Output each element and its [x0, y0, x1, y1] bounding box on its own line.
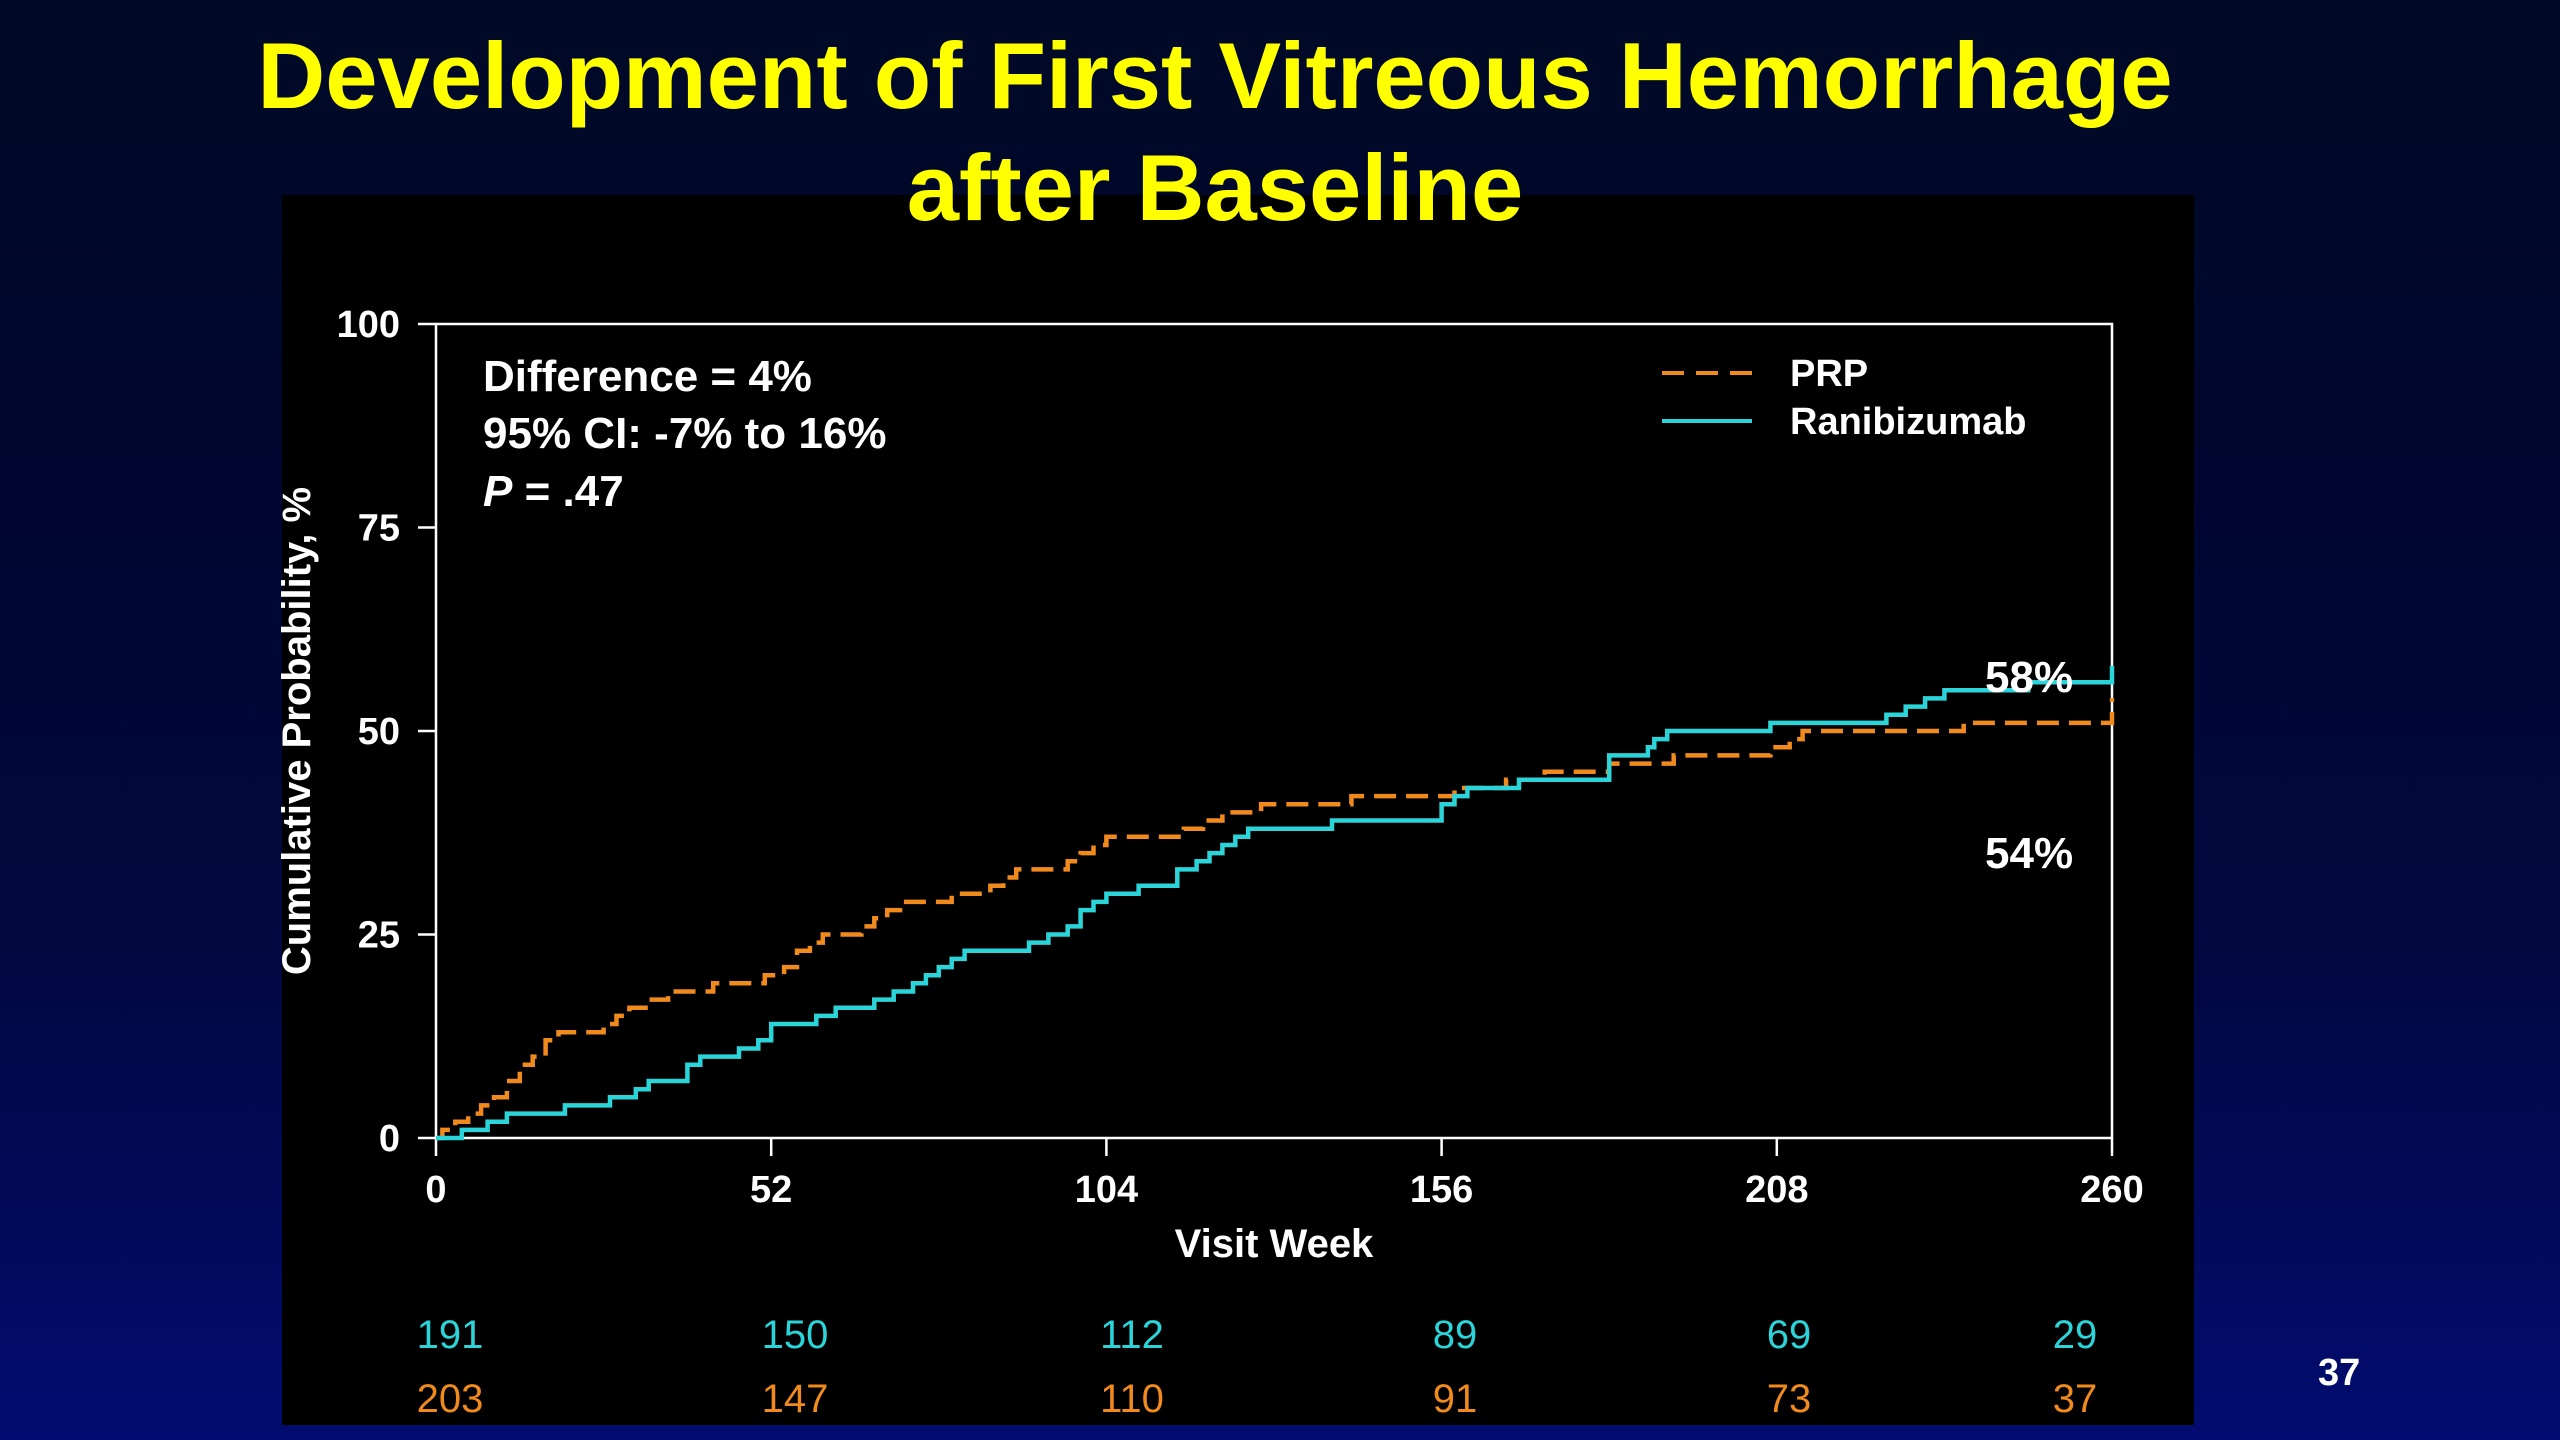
- x-tick-label-156: 156: [1410, 1169, 1473, 1211]
- at-risk-ranibizumab-208: 69: [1767, 1313, 1812, 1357]
- legend-label-ranibizumab: Ranibizumab: [1790, 401, 2026, 443]
- at-risk-prp-52: 147: [762, 1377, 829, 1421]
- legend: PRP Ranibizumab: [1662, 353, 2026, 443]
- y-axis-label: Cumulative Probability, %: [275, 487, 319, 975]
- at-risk-ranibizumab-52: 150: [762, 1313, 829, 1357]
- stat-p-label: P: [483, 467, 513, 516]
- x-tick-label-52: 52: [750, 1169, 792, 1211]
- at-risk-ranibizumab-104: 112: [1100, 1313, 1164, 1357]
- y-tick-label-50: 50: [358, 711, 400, 753]
- slide-title: Development of First Vitreous Hemorrhage…: [0, 20, 2430, 244]
- at-risk-table: 191 150 112 89 69 29 203 147 110 91 73 37: [417, 1313, 2098, 1421]
- legend-label-prp: PRP: [1790, 353, 1868, 395]
- slide-number: 37: [2318, 1352, 2361, 1394]
- at-risk-prp-156: 91: [1433, 1377, 1478, 1421]
- x-tick-label-104: 104: [1075, 1169, 1138, 1211]
- slide-title-line-2: after Baseline: [906, 135, 1524, 240]
- series-line-ranibizumab: [436, 665, 2115, 1141]
- x-tick-label-0: 0: [425, 1169, 446, 1211]
- stat-difference: Difference = 4%: [483, 352, 812, 401]
- at-risk-prp-104: 110: [1100, 1377, 1164, 1421]
- y-tick-label-25: 25: [358, 915, 400, 957]
- at-risk-prp-0: 203: [417, 1377, 484, 1421]
- series-lines: [436, 665, 2115, 1141]
- y-axis-ticks: 0 25 50 75 100: [337, 304, 436, 1160]
- prp-end-label: 54%: [1985, 829, 2073, 878]
- at-risk-prp-260: 37: [2053, 1377, 2098, 1421]
- x-tick-label-208: 208: [1745, 1169, 1808, 1211]
- stat-ci: 95% CI: -7% to 16%: [483, 409, 886, 458]
- chart-panel: [282, 195, 2194, 1425]
- x-axis-ticks: 0 52 104 156 208 260: [425, 1138, 2144, 1211]
- y-tick-label-100: 100: [337, 304, 400, 346]
- stat-p-number: = .47: [512, 467, 623, 516]
- at-risk-ranibizumab-260: 29: [2053, 1313, 2098, 1357]
- at-risk-prp-208: 73: [1767, 1377, 1812, 1421]
- x-axis-label: Visit Week: [1175, 1222, 1374, 1266]
- at-risk-ranibizumab-0: 191: [417, 1313, 484, 1357]
- y-tick-label-0: 0: [379, 1118, 400, 1160]
- y-tick-label-75: 75: [358, 508, 400, 550]
- slide-title-line-1: Development of First Vitreous Hemorrhage: [257, 23, 2173, 128]
- series-line-prp: [436, 698, 2115, 1141]
- stat-p-value: P = .47: [483, 467, 624, 516]
- at-risk-ranibizumab-156: 89: [1433, 1313, 1478, 1357]
- x-tick-label-260: 260: [2080, 1169, 2143, 1211]
- ranibizumab-end-label: 58%: [1985, 653, 2073, 702]
